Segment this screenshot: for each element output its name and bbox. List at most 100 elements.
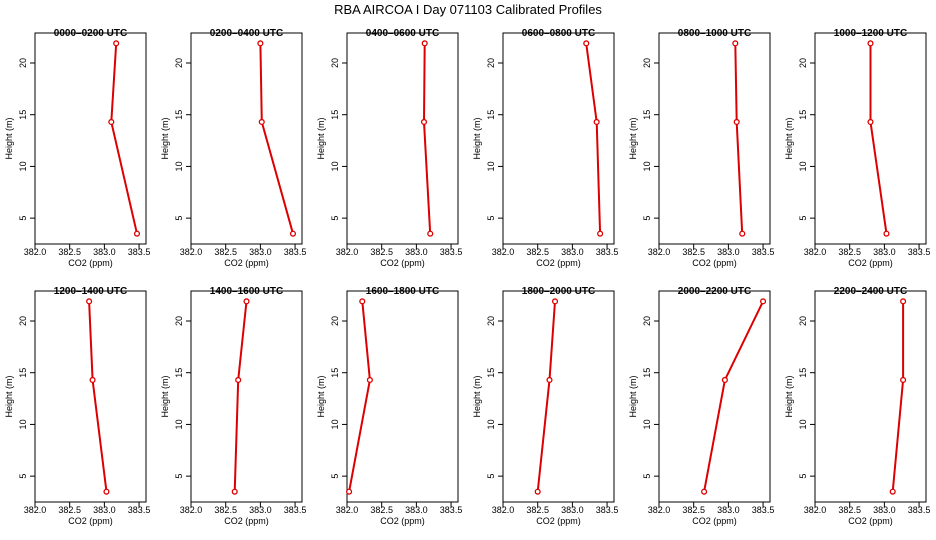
x-tick-label: 383.0 <box>93 247 116 257</box>
panel-title: 0000–0200 UTC <box>54 28 127 39</box>
panels-grid: 0000–0200 UTC 382.0 382.5 383.0 383.5 5 10 15 20… <box>4 28 930 526</box>
y-tick-label: 5 <box>642 216 652 221</box>
y-tick-label: 5 <box>486 474 496 479</box>
y-axis-label: Height (m) <box>316 375 326 417</box>
plot-frame <box>658 290 771 503</box>
y-tick-label: 20 <box>798 316 808 326</box>
panel-title: 1000–1200 UTC <box>834 28 907 39</box>
data-point <box>257 40 264 47</box>
x-axis-label: CO2 (ppm) <box>848 516 893 526</box>
y-tick-label: 20 <box>18 58 28 68</box>
plot-frame <box>346 290 459 503</box>
x-tick-label: 383.0 <box>717 247 740 257</box>
y-tick-label: 10 <box>330 161 340 171</box>
profile-panel: 2000–2200 UTC 382.0 382.5 383.0 383.5 5 10 15 20… <box>628 286 774 526</box>
x-tick-label: 383.5 <box>440 505 463 515</box>
y-tick-label: 20 <box>330 316 340 326</box>
x-tick-label: 383.5 <box>284 505 307 515</box>
data-point <box>346 488 353 495</box>
y-tick-label: 20 <box>642 58 652 68</box>
data-point <box>258 118 265 126</box>
x-tick-label: 383.0 <box>561 505 584 515</box>
x-tick-label: 382.5 <box>526 247 549 257</box>
figure-title: RBA AIRCOA I Day 071103 Calibrated Profi… <box>334 2 602 17</box>
x-tick-label: 382.5 <box>682 505 705 515</box>
x-tick-label: 382.0 <box>24 505 47 515</box>
x-tick-label: 383.0 <box>93 505 116 515</box>
profile-panel: 1800–2000 UTC 382.0 382.5 383.0 383.5 5 10 15 20… <box>472 286 618 526</box>
x-tick-label: 382.0 <box>180 505 203 515</box>
y-tick-label: 20 <box>18 316 28 326</box>
y-tick-label: 15 <box>330 368 340 378</box>
data-point <box>289 230 297 237</box>
data-point <box>701 488 708 495</box>
x-axis-label: CO2 (ppm) <box>68 258 113 268</box>
x-tick-label: 382.0 <box>336 247 359 257</box>
profile-line <box>88 301 108 492</box>
x-tick-label: 383.5 <box>596 247 619 257</box>
profile-panel: 1400–1600 UTC 382.0 382.5 383.0 383.5 5 10 15 20… <box>160 286 306 526</box>
y-tick-label: 10 <box>798 161 808 171</box>
plot-frame <box>34 32 147 245</box>
data-point <box>133 230 141 237</box>
x-axis-label: CO2 (ppm) <box>224 516 269 526</box>
y-tick-label: 15 <box>798 368 808 378</box>
profile-panel: 0600–0800 UTC 382.0 382.5 383.0 383.5 5 10 15 20… <box>472 28 618 268</box>
y-axis-label: Height (m) <box>628 375 638 417</box>
x-tick-label: 383.0 <box>249 505 272 515</box>
x-tick-label: 382.5 <box>58 247 81 257</box>
x-tick-label: 382.0 <box>648 505 671 515</box>
y-axis-label: Height (m) <box>628 117 638 159</box>
profile-line <box>422 43 432 234</box>
x-tick-label: 383.5 <box>440 247 463 257</box>
profile-panel: 0800–1000 UTC 382.0 382.5 383.0 383.5 5 10 15 20… <box>628 28 774 268</box>
y-tick-label: 10 <box>486 161 496 171</box>
data-point <box>867 40 874 47</box>
y-tick-label: 5 <box>330 216 340 221</box>
data-point <box>583 40 590 47</box>
profile-line <box>891 301 905 492</box>
y-tick-label: 10 <box>486 419 496 429</box>
x-tick-label: 382.5 <box>838 247 861 257</box>
y-tick-label: 5 <box>798 216 808 221</box>
plot-frame <box>190 290 303 503</box>
x-axis-label: CO2 (ppm) <box>68 516 113 526</box>
y-tick-label: 5 <box>174 216 184 221</box>
y-tick-label: 20 <box>486 316 496 326</box>
x-tick-label: 382.0 <box>24 247 47 257</box>
profile-panel: 0000–0200 UTC 382.0 382.5 383.0 383.5 5 10 15 20… <box>4 28 150 268</box>
y-tick-label: 5 <box>174 474 184 479</box>
x-axis-label: CO2 (ppm) <box>692 516 737 526</box>
profile-line <box>869 43 888 234</box>
data-point <box>235 376 242 384</box>
y-tick-label: 5 <box>798 474 808 479</box>
panel-title: 0400–0600 UTC <box>366 28 439 39</box>
data-point <box>546 376 553 384</box>
plot-frame <box>190 32 303 245</box>
data-point <box>420 118 428 126</box>
x-tick-label: 382.0 <box>336 505 359 515</box>
y-axis-label: Height (m) <box>784 117 794 159</box>
data-point <box>597 230 604 237</box>
x-tick-label: 382.0 <box>492 505 515 515</box>
x-tick-label: 382.0 <box>492 247 515 257</box>
y-tick-label: 15 <box>642 368 652 378</box>
y-tick-label: 20 <box>486 58 496 68</box>
y-tick-label: 10 <box>642 419 652 429</box>
y-axis-label: Height (m) <box>316 117 326 159</box>
profile-line <box>110 43 138 234</box>
y-axis-label: Height (m) <box>4 375 14 417</box>
y-tick-label: 20 <box>642 316 652 326</box>
x-tick-label: 382.5 <box>526 505 549 515</box>
panel-title: 0200–0400 UTC <box>210 28 283 39</box>
data-point <box>733 118 740 126</box>
data-point <box>243 298 250 305</box>
x-tick-label: 383.0 <box>561 247 584 257</box>
y-tick-label: 15 <box>486 110 496 120</box>
x-tick-label: 383.5 <box>752 247 775 257</box>
y-tick-label: 20 <box>798 58 808 68</box>
y-tick-label: 15 <box>18 368 28 378</box>
data-point <box>732 40 739 47</box>
x-tick-label: 382.5 <box>214 247 237 257</box>
x-tick-label: 382.0 <box>180 247 203 257</box>
